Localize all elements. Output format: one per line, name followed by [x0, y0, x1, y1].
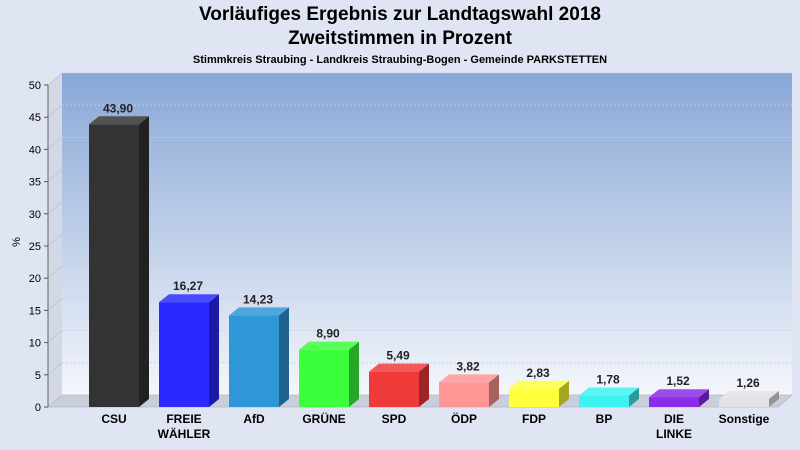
bar-top — [649, 389, 709, 398]
bar-top — [159, 294, 219, 303]
y-axis-label: % — [11, 237, 23, 247]
x-tick-label: BP — [596, 412, 613, 426]
y-tick-label: 10 — [29, 338, 41, 350]
x-tick-label: DIE LINKE — [656, 412, 692, 441]
data-label: 2,83 — [526, 366, 550, 380]
x-tick-label: FREIE WÄHLER — [158, 412, 211, 441]
y-tick-label: 20 — [29, 273, 41, 285]
bar-grüne — [299, 341, 359, 407]
y-tick-label: 25 — [29, 241, 41, 253]
data-label: 3,82 — [456, 359, 480, 373]
bar-front — [509, 388, 559, 407]
bar-bp — [579, 387, 639, 407]
x-tick-label: ÖDP — [451, 411, 477, 426]
data-label: 5,49 — [386, 349, 410, 363]
data-label: 43,90 — [103, 101, 133, 115]
bar-die-linke — [649, 389, 709, 407]
gridline-side — [47, 201, 63, 215]
y-tick-label: 40 — [29, 144, 41, 156]
data-label: 1,52 — [666, 374, 690, 388]
gridline-side — [47, 265, 63, 279]
y-tick-label: 50 — [29, 80, 41, 92]
y-tick-label: 45 — [29, 112, 41, 124]
bar-top — [439, 374, 499, 383]
y-tick-label: 35 — [29, 177, 41, 189]
bar-front — [159, 302, 209, 407]
x-tick-label: Sonstige — [719, 412, 770, 426]
data-label: 8,90 — [316, 327, 340, 341]
gridline-side — [47, 233, 63, 247]
gridline-side — [47, 298, 63, 311]
y-tick-label: 0 — [35, 402, 41, 414]
bar-side — [769, 390, 779, 407]
bar-front — [579, 395, 629, 407]
x-tick-label: SPD — [382, 412, 407, 426]
bar-ödp — [439, 374, 499, 407]
gridline-side — [47, 169, 63, 182]
bar-side — [419, 363, 429, 407]
data-label: 14,23 — [243, 292, 273, 306]
gridline-side — [47, 104, 63, 118]
x-tick-label: AfD — [243, 412, 265, 426]
bar-top — [509, 380, 569, 389]
bar-top — [719, 390, 779, 399]
bar-side — [559, 380, 569, 407]
data-label: 16,27 — [173, 279, 203, 293]
bar-top — [89, 116, 149, 125]
gridline-side — [47, 330, 63, 343]
bar-top — [229, 307, 289, 316]
data-label: 1,26 — [736, 376, 760, 390]
y-tick-label: 5 — [35, 370, 41, 382]
bar-top — [369, 363, 429, 372]
x-tick-label: FDP — [522, 412, 546, 426]
bar-sonstige — [719, 390, 779, 407]
x-tick-label: GRÜNE — [302, 411, 345, 426]
chart-title-2: Zweitstimmen in Prozent — [288, 28, 512, 49]
gridline-side — [47, 362, 63, 376]
chart-subtitle: Stimmkreis Straubing - Landkreis Straubi… — [192, 54, 608, 66]
gridline-side — [47, 137, 63, 150]
bar-front — [369, 371, 419, 407]
data-label: 1,78 — [596, 373, 620, 387]
gridline-side — [47, 72, 63, 86]
bar-side — [209, 294, 219, 407]
bar-side — [349, 341, 359, 407]
bar-side — [489, 374, 499, 407]
bar-front — [649, 397, 699, 407]
y-tick-label: 15 — [29, 305, 41, 317]
bar-freie-wähler — [159, 294, 219, 407]
bar-fdp — [509, 380, 569, 407]
bar-side — [629, 387, 639, 407]
y-tick-label: 30 — [29, 209, 41, 221]
x-tick-label: CSU — [101, 412, 126, 426]
bar-side — [139, 116, 149, 407]
bar-front — [89, 124, 139, 407]
bar-front — [719, 398, 769, 407]
bar-side — [279, 307, 289, 407]
bar-afd — [229, 307, 289, 407]
bar-spd — [369, 363, 429, 407]
bar-front — [229, 315, 279, 407]
bar-top — [299, 341, 359, 350]
bar-front — [299, 349, 349, 407]
bar-top — [579, 387, 639, 396]
chart-title: Vorläufiges Ergebnis zur Landtagswahl 20… — [199, 4, 601, 25]
bar-csu — [89, 116, 149, 407]
bar-side — [699, 389, 709, 407]
bar-front — [439, 382, 489, 407]
